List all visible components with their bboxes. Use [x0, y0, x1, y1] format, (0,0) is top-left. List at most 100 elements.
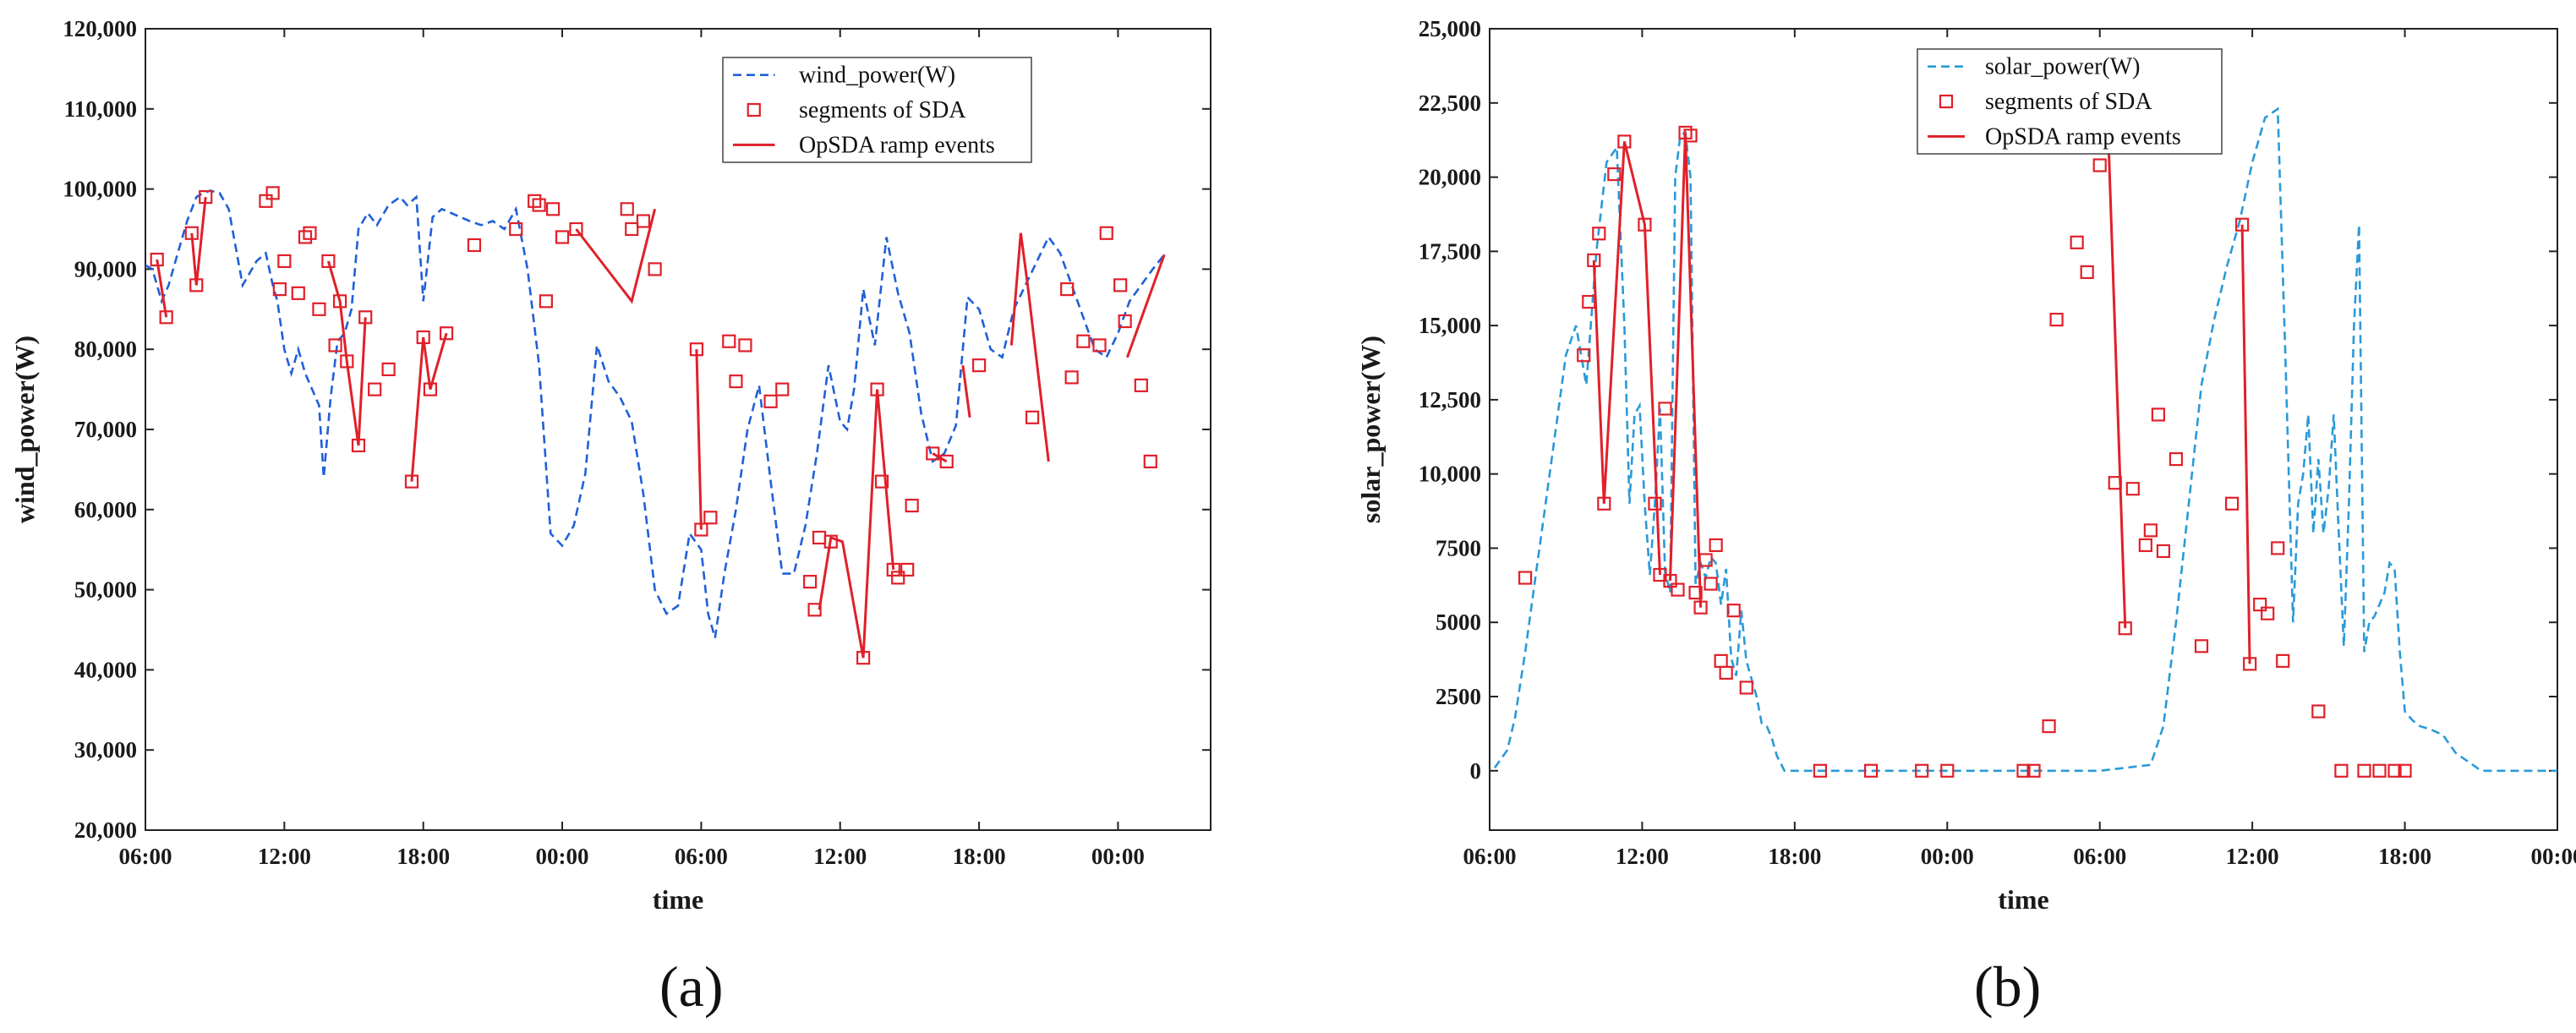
x-tick-label: 06:00	[675, 844, 728, 869]
y-tick-label: 22,500	[1419, 90, 1481, 116]
sda-segment-marker	[803, 575, 818, 589]
sda-segment-marker	[2334, 763, 2349, 778]
x-tick-label: 18:00	[2378, 844, 2431, 869]
sda-segment-marker	[1940, 763, 1955, 778]
sda-segment-marker	[2070, 235, 2084, 249]
x-tick-label: 00:00	[1091, 844, 1145, 869]
x-axis-title: time	[653, 884, 703, 915]
x-tick-label: 06:00	[2073, 844, 2126, 869]
sda-segment-marker	[1863, 763, 1879, 778]
sda-segment-marker	[2080, 265, 2094, 280]
y-tick-label: 20,000	[1419, 165, 1481, 190]
y-tick-label: 40,000	[74, 657, 137, 682]
sda-segment-marker	[1060, 282, 1075, 297]
sda-segment-marker	[291, 286, 305, 300]
sda-segment-marker	[1671, 582, 1685, 597]
sda-segment-marker	[2276, 653, 2290, 668]
sda-segment-marker	[738, 338, 752, 353]
x-axis-title: time	[1998, 884, 2048, 915]
y-tick-label: 17,500	[1419, 238, 1481, 264]
y-tick-label: 25,000	[1419, 16, 1481, 41]
sda-segment-marker	[2151, 407, 2165, 422]
sda-segment-marker	[1134, 378, 1148, 392]
sda-segment-marker	[775, 382, 790, 396]
sda-segment-marker	[1688, 586, 1703, 600]
chart-panel-b: 0 2500 5000 7500 10,000 12,500 15,000 17,500 20,…	[1355, 16, 2576, 1019]
sda-segment-marker	[298, 230, 313, 244]
sda-segment-marker	[1915, 763, 1929, 778]
y-tick-label: 30,000	[74, 737, 137, 762]
sda-segment-marker	[971, 358, 987, 373]
sda-segment-marker	[926, 446, 940, 461]
sda-segment-marker	[259, 194, 273, 208]
sda-segment-marker	[545, 202, 561, 216]
legend-entry: segments of SDA	[1985, 89, 2152, 115]
sda-segment-marker	[1113, 278, 1128, 292]
ramp-event-segment	[1125, 254, 1166, 358]
y-tick-label: 90,000	[74, 256, 137, 281]
sda-segment-marker	[905, 498, 919, 513]
sda-segment-marker	[2143, 523, 2158, 538]
sda-segment-marker	[1658, 402, 1672, 416]
sda-segment-marker	[763, 394, 778, 408]
sda-segment-marker	[636, 214, 651, 228]
sda-segment-marker	[2169, 452, 2184, 467]
sda-segment-marker	[539, 294, 553, 309]
sda-segment-marker	[1726, 604, 1741, 618]
legend-entry: solar_power(W)	[1985, 54, 2140, 80]
x-tick-label: 00:00	[536, 844, 589, 869]
ramp-event-segment	[961, 365, 971, 418]
sda-segment-marker	[939, 454, 954, 469]
sda-segment-marker	[2224, 496, 2240, 511]
x-tick-label: 06:00	[1463, 844, 1517, 869]
sda-segment-marker	[729, 374, 743, 389]
sda-segment-marker	[2138, 538, 2152, 553]
sda-segment-marker	[2194, 639, 2209, 653]
y-tick-label: 0	[1470, 758, 1482, 784]
sda-segment-marker	[2049, 312, 2064, 327]
sda-segment-marker	[2125, 482, 2140, 496]
sda-segment-marker	[381, 362, 396, 376]
legend-entry: OpSDA ramp events	[799, 132, 995, 158]
ramp-event-segment	[575, 208, 657, 304]
sda-segment-marker	[1025, 410, 1040, 424]
sda-segment-marker	[265, 186, 280, 200]
y-axis-title: wind_power(W)	[9, 336, 40, 523]
sda-segment-marker	[1714, 653, 1728, 668]
ramp-event-segment	[190, 196, 207, 286]
sda-segment-marker	[2092, 158, 2107, 172]
sda-segment-marker	[1092, 338, 1107, 353]
x-tick-label: 18:00	[953, 844, 1006, 869]
sda-segment-marker	[1592, 227, 1606, 241]
y-tick-label: 15,000	[1419, 313, 1481, 338]
sda-segment-marker	[321, 254, 336, 269]
sda-segment-marker	[625, 221, 639, 237]
plot-area	[145, 186, 1166, 665]
y-tick-label: 5000	[1436, 609, 1481, 635]
y-tick-label: 70,000	[74, 417, 137, 442]
sda-segment-marker	[2156, 544, 2170, 559]
sda-segment-marker	[2387, 763, 2402, 778]
sda-segment-marker	[509, 221, 523, 237]
sda-segment-marker	[2261, 606, 2275, 620]
sda-segment-marker	[528, 194, 542, 208]
sda-segment-marker	[2253, 598, 2267, 612]
sda-segment-marker	[312, 302, 326, 316]
y-tick-label: 20,000	[74, 817, 137, 843]
sda-segment-marker	[368, 382, 382, 396]
plot-frame	[145, 28, 1211, 831]
sda-segment-marker	[823, 534, 838, 549]
ramp-event-segment	[932, 452, 948, 463]
plot-area	[1493, 101, 2557, 778]
sda-segment-marker	[328, 338, 342, 353]
sda-segment-marker	[2026, 763, 2041, 778]
sda-segment-marker	[569, 221, 583, 237]
sda-segment-marker	[2042, 719, 2056, 734]
sda-segment-marker	[2271, 541, 2285, 555]
sda-segment-marker	[272, 282, 287, 297]
sda-segment-marker	[1719, 665, 1733, 680]
sda-segment-marker	[2398, 763, 2412, 778]
sda-segment-marker	[1064, 370, 1079, 385]
panel-label: (a)	[659, 954, 723, 1019]
